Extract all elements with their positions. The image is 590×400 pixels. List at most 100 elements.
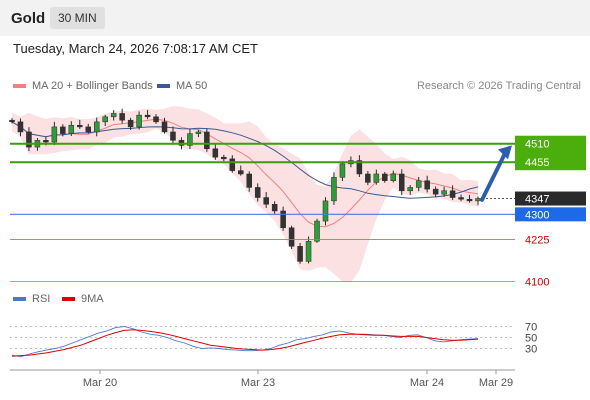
candle-body — [43, 140, 49, 143]
candle-body — [466, 198, 473, 202]
candle-body — [407, 187, 413, 192]
candle — [93, 117, 100, 137]
candle-body — [322, 200, 329, 222]
candle-body — [153, 116, 159, 123]
asset-title: Gold — [11, 10, 46, 27]
candle-body — [102, 116, 108, 123]
ma9-swatch — [62, 297, 75, 301]
rsi-legend-label: RSI — [32, 293, 50, 305]
candle-body — [204, 131, 210, 150]
candle-body — [77, 124, 83, 128]
candle-body — [127, 119, 134, 128]
x-tick-label: Mar 23 — [241, 377, 275, 389]
candle-body — [187, 133, 193, 146]
candle-body — [424, 180, 430, 190]
candle — [110, 110, 117, 121]
candle-body — [238, 170, 244, 175]
candle — [365, 170, 371, 186]
candle-body — [17, 121, 24, 133]
level-label-4100: 4100 — [525, 277, 549, 289]
candle — [170, 126, 176, 145]
rsi-swatch — [13, 297, 26, 301]
candle-body — [271, 203, 278, 212]
legend-ma20: MA 20 + Bollinger Bands — [13, 80, 153, 92]
candle — [441, 186, 447, 197]
rsi-legend-9ma: 9MA — [62, 293, 104, 305]
candle — [212, 144, 219, 160]
price-levels: 4510 4455 4300 4225 4100 4347 — [10, 135, 586, 289]
copyright: Research © 2026 Trading Central — [416, 80, 581, 92]
candle — [17, 118, 24, 137]
candle — [161, 117, 168, 134]
candle — [331, 172, 337, 205]
rsi-tick-30: 30 — [525, 344, 537, 356]
ma9-line — [11, 329, 479, 357]
candle — [449, 185, 456, 200]
last-price-label: 4347 — [525, 194, 549, 206]
candles — [9, 108, 481, 264]
candle — [60, 124, 66, 137]
arrow-head — [498, 145, 512, 160]
bollinger-band — [12, 106, 478, 283]
candle — [424, 175, 430, 193]
candle-body — [331, 177, 337, 202]
level-label-4300: 4300 — [525, 209, 549, 221]
last-price-tag — [515, 191, 586, 206]
candle — [136, 111, 142, 130]
ma50-line — [11, 121, 479, 199]
rsi-line — [11, 326, 479, 358]
candle-body — [144, 114, 151, 118]
candle — [263, 192, 269, 208]
arrow-shaft — [480, 149, 508, 202]
candle-body — [288, 227, 295, 247]
candle — [246, 171, 252, 192]
legend-ma20-label: MA 20 + Bollinger Bands — [32, 80, 153, 92]
candle-body — [212, 148, 219, 158]
candle — [373, 169, 380, 185]
candle-body — [9, 119, 15, 123]
candle-body — [110, 113, 117, 118]
candle-body — [263, 197, 269, 205]
level-label-4455: 4455 — [525, 157, 549, 169]
candle — [77, 119, 83, 129]
candle-body — [441, 190, 447, 195]
candle-body — [195, 131, 202, 134]
candle-body — [373, 173, 380, 183]
candle — [356, 155, 363, 178]
candle-body — [170, 131, 176, 141]
candle-body — [221, 156, 227, 160]
candle — [204, 128, 210, 152]
legend-ma50-label: MA 50 — [176, 80, 208, 92]
candle — [187, 129, 193, 150]
candle — [314, 218, 320, 243]
candle-body — [60, 126, 66, 134]
candle — [415, 177, 422, 192]
candle — [144, 110, 151, 120]
candle — [432, 186, 439, 198]
candle-body — [458, 197, 464, 200]
candle — [85, 123, 92, 134]
candle-body — [356, 160, 363, 175]
candle-body — [136, 114, 142, 128]
candle — [339, 161, 346, 182]
candle-body — [93, 121, 100, 133]
candle-body — [432, 188, 439, 195]
candle-body — [382, 173, 388, 181]
candle-body — [297, 246, 303, 262]
candle-body — [398, 173, 405, 192]
candle — [271, 201, 278, 215]
ma20-swatch — [13, 84, 26, 88]
resistance-zone-tag — [515, 135, 586, 171]
interval-button[interactable]: 30 MIN — [50, 7, 105, 29]
candle — [288, 225, 295, 249]
legend-ma50: MA 50 — [157, 80, 207, 92]
candle — [51, 121, 58, 146]
candle-body — [365, 173, 371, 183]
candle-body — [26, 131, 32, 148]
candle — [229, 155, 236, 173]
candle-body — [119, 113, 125, 121]
candle — [382, 171, 388, 183]
candle — [153, 114, 159, 124]
rsi-tick-50: 50 — [525, 333, 537, 345]
